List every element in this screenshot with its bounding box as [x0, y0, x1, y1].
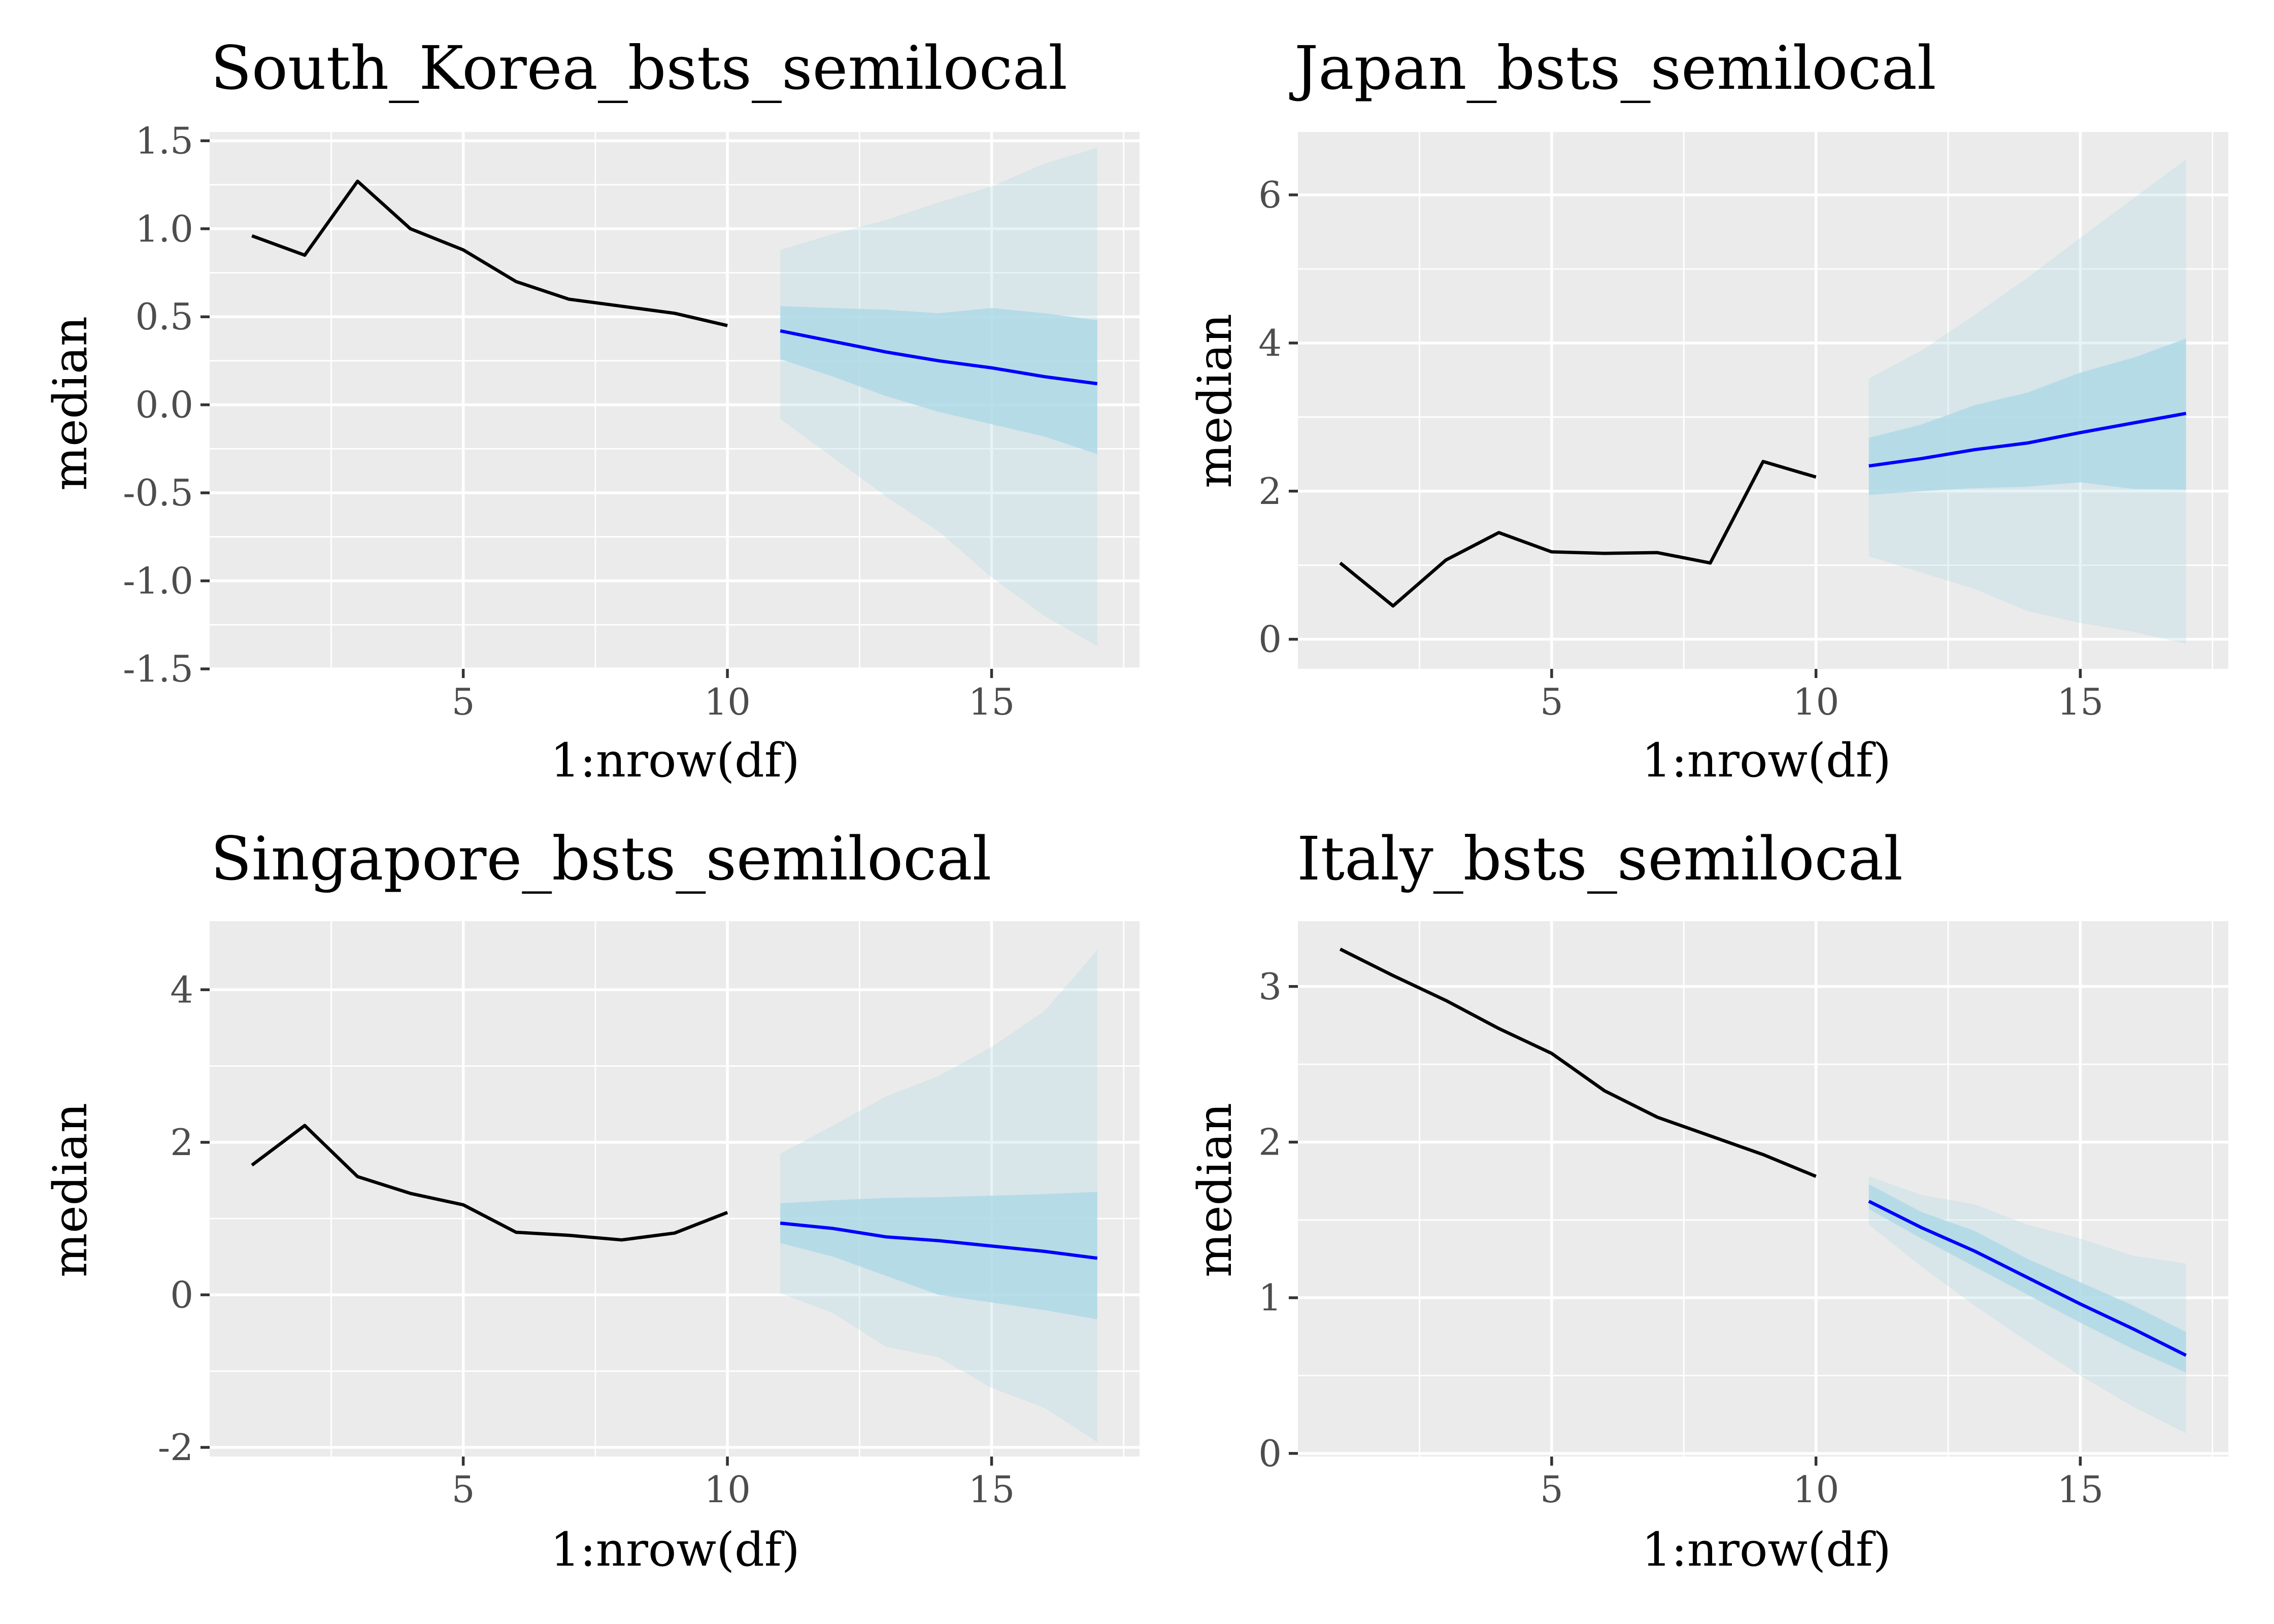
x-axis-title: 1:nrow(df) — [550, 733, 800, 788]
prediction-band-95 — [780, 950, 1097, 1442]
x-tick-label: 5 — [452, 681, 475, 723]
panel-title: Singapore_bsts_semilocal — [211, 824, 991, 894]
plot-area: 5 10 15 0 1 2 3 — [1258, 921, 2228, 1511]
y-tick-label: 0 — [1258, 618, 1282, 661]
observed-line — [251, 1124, 728, 1242]
prediction-band-80 — [780, 1192, 1097, 1319]
forecast-line — [1868, 1200, 2187, 1357]
x-tick-label: 15 — [2057, 1468, 2104, 1511]
x-tick-label: 5 — [1540, 681, 1563, 723]
x-tick-label: 15 — [2057, 681, 2104, 723]
y-tick-label: 1 — [1258, 1276, 1282, 1319]
x-tick-label: 15 — [968, 1468, 1015, 1511]
x-tick-label: 10 — [1793, 681, 1840, 723]
observed-line — [1339, 460, 1817, 608]
y-axis-title: median — [43, 316, 97, 491]
panel-italy: 5 10 15 0 1 2 3 Italy_bsts_semilocal 1:nrow(df… — [1188, 824, 2228, 1577]
panel-background — [1298, 921, 2228, 1457]
forecast-line — [780, 1221, 1098, 1260]
panel-title: Japan_bsts_semilocal — [1289, 33, 1936, 103]
x-axis-title: 1:nrow(df) — [1642, 1522, 1891, 1577]
y-tick-label: -2 — [158, 1426, 193, 1469]
y-tick-label: 6 — [1258, 174, 1282, 216]
x-tick-label: 5 — [1540, 1468, 1563, 1511]
forecast-line — [1868, 412, 2187, 468]
panel-south-korea: 5 10 15 -1.5 -1.0 -0.5 0.0 0.5 1.0 1.5 South_Kore… — [43, 33, 1140, 788]
y-tick-label: 0 — [170, 1273, 193, 1316]
panel-japan: 5 10 15 0 2 4 6 Japan_bsts_semilocal 1:nrow(df… — [1188, 33, 2228, 788]
x-tick-label: 10 — [704, 1468, 751, 1511]
y-tick-label: 2 — [1258, 1121, 1282, 1163]
observed-line — [1339, 948, 1817, 1178]
y-tick-label: 4 — [170, 968, 193, 1011]
x-axis-title: 1:nrow(df) — [1642, 733, 1891, 788]
y-tick-label: -1.0 — [123, 560, 193, 602]
x-tick-label: 10 — [1793, 1468, 1840, 1511]
y-tick-label: 3 — [1258, 965, 1282, 1008]
x-axis-title: 1:nrow(df) — [550, 1522, 800, 1577]
y-tick-label: 1.5 — [135, 119, 193, 162]
panel-singapore: 5 10 15 -2 0 2 4 Singapore_bsts_semilocal 1:nr… — [43, 824, 1140, 1577]
y-tick-label: 0.5 — [135, 295, 193, 338]
plot-area: 5 10 15 -2 0 2 4 — [158, 921, 1140, 1511]
prediction-band-80 — [780, 306, 1097, 454]
forecast-line — [780, 329, 1098, 386]
y-tick-label: -0.5 — [123, 471, 193, 514]
y-axis-title: median — [43, 1103, 97, 1277]
y-tick-label: 0 — [1258, 1432, 1282, 1475]
y-axis-title: median — [1188, 1103, 1242, 1277]
y-tick-label: 2 — [170, 1121, 193, 1164]
plot-area: 5 10 15 -1.5 -1.0 -0.5 0.0 0.5 1.0 1.5 — [123, 119, 1140, 723]
y-axis-title: median — [1188, 314, 1242, 488]
panel-title: Italy_bsts_semilocal — [1297, 824, 1903, 894]
y-tick-label: 4 — [1258, 322, 1282, 364]
y-tick-label: -1.5 — [123, 648, 193, 690]
panel-title: South_Korea_bsts_semilocal — [211, 33, 1067, 103]
x-tick-label: 5 — [452, 1468, 475, 1511]
plot-area: 5 10 15 0 2 4 6 — [1258, 132, 2228, 723]
panel-background — [210, 921, 1140, 1457]
x-tick-label: 15 — [968, 681, 1015, 723]
x-tick-label: 10 — [704, 681, 751, 723]
y-tick-label: 2 — [1258, 470, 1282, 513]
observed-line — [251, 179, 728, 327]
y-tick-label: 0.0 — [135, 384, 193, 426]
y-tick-label: 1.0 — [135, 208, 193, 250]
